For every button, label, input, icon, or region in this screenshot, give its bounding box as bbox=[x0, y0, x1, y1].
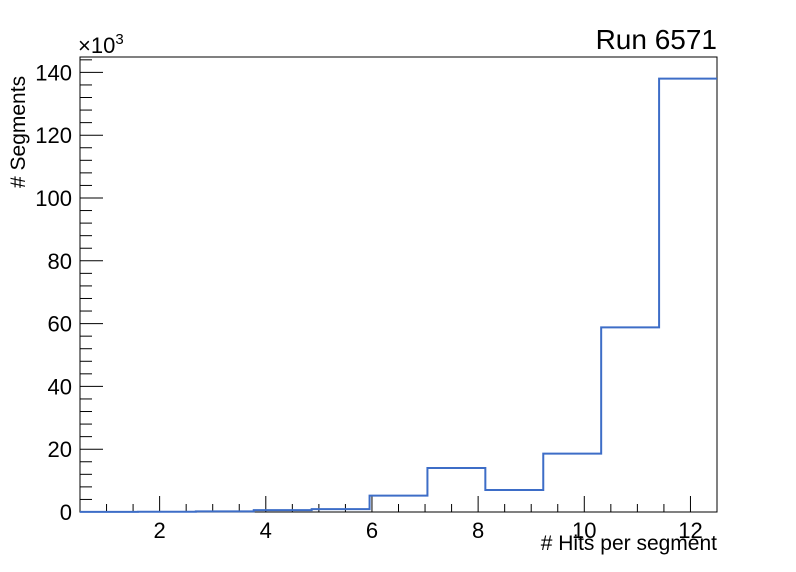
x-axis-ticks bbox=[106, 496, 691, 512]
x-axis-title: # Hits per segment bbox=[541, 532, 717, 555]
x-tick-label: 12 bbox=[678, 518, 702, 543]
x-tick-label: 8 bbox=[472, 518, 484, 543]
x-tick-label: 10 bbox=[572, 518, 596, 543]
plot-title: Run 6571 bbox=[596, 24, 717, 55]
y-tick-label: 40 bbox=[48, 374, 72, 399]
plot-frame bbox=[79, 56, 718, 513]
y-axis-power-label: ×103 bbox=[78, 31, 124, 58]
y-tick-label: 140 bbox=[35, 60, 72, 85]
y-tick-label: 120 bbox=[35, 123, 72, 148]
y-tick-label: 20 bbox=[48, 437, 72, 462]
x-axis-tick-labels: 2 4 6 8 10 12 bbox=[154, 518, 703, 543]
y-tick-label: 100 bbox=[35, 186, 72, 211]
histogram-line bbox=[80, 77, 717, 513]
y-axis-title: # Segments bbox=[7, 76, 30, 188]
x-tick-label: 6 bbox=[366, 518, 378, 543]
y-axis-power-base: ×10 bbox=[78, 33, 115, 58]
y-axis-ticks bbox=[80, 59, 103, 513]
x-tick-label: 2 bbox=[154, 518, 166, 543]
y-tick-label: 0 bbox=[60, 500, 72, 525]
y-axis-tick-labels: 0 20 40 60 80 100 120 140 bbox=[35, 60, 72, 525]
y-tick-label: 60 bbox=[48, 312, 72, 337]
x-tick-label: 4 bbox=[260, 518, 272, 543]
y-axis-power-exponent: 3 bbox=[115, 31, 123, 48]
y-tick-label: 80 bbox=[48, 249, 72, 274]
